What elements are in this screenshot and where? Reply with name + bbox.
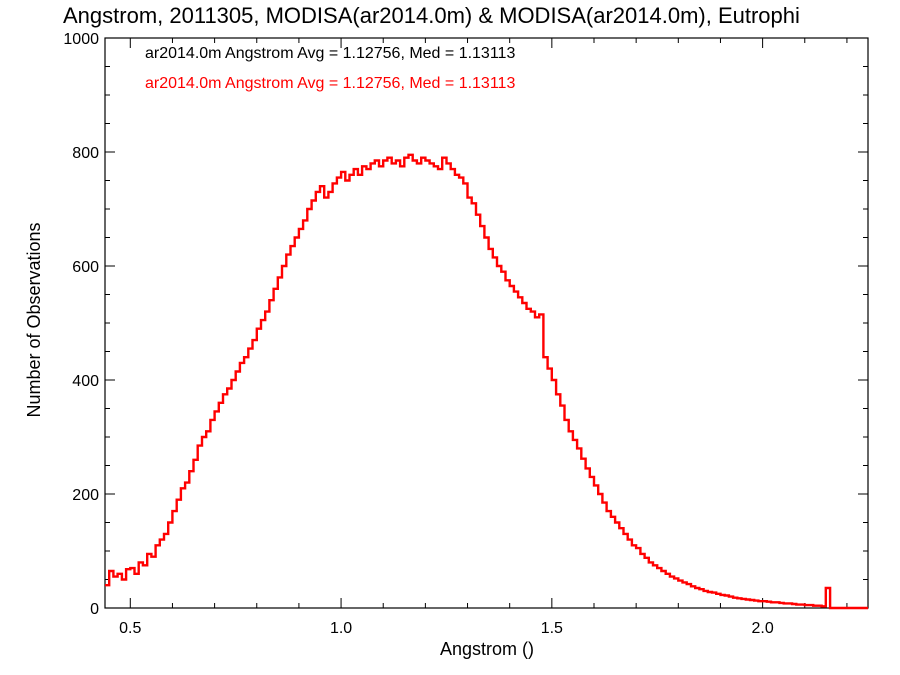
y-tick-label-600: 600 [72, 259, 99, 276]
y-tick-label-400: 400 [72, 373, 99, 390]
y-axis-label: Number of Observations [24, 222, 44, 417]
x-axis-label: Angstrom () [440, 639, 534, 659]
y-tick-label-0: 0 [90, 601, 99, 618]
x-axis-ticks: 0.5 1.0 1.5 2.0 [119, 38, 848, 637]
y-tick-label-1000: 1000 [63, 31, 99, 48]
annotation-black-stats: ar2014.0m Angstrom Avg = 1.12756, Med = … [145, 45, 515, 62]
plot-frame [104, 37, 869, 609]
x-tick-label-1: 1.0 [330, 620, 352, 637]
y-axis-ticks: 0 200 400 600 800 1000 [63, 31, 868, 618]
x-tick-label-1.5: 1.5 [541, 620, 563, 637]
annotation-red-stats: ar2014.0m Angstrom Avg = 1.12756, Med = … [145, 75, 515, 92]
y-tick-label-800: 800 [72, 145, 99, 162]
histogram-series-line [105, 153, 868, 610]
chart-title: Angstrom, 2011305, MODISA(ar2014.0m) & M… [63, 3, 800, 28]
x-tick-label-2: 2.0 [751, 620, 773, 637]
x-tick-label-0.5: 0.5 [119, 620, 141, 637]
y-tick-label-200: 200 [72, 487, 99, 504]
